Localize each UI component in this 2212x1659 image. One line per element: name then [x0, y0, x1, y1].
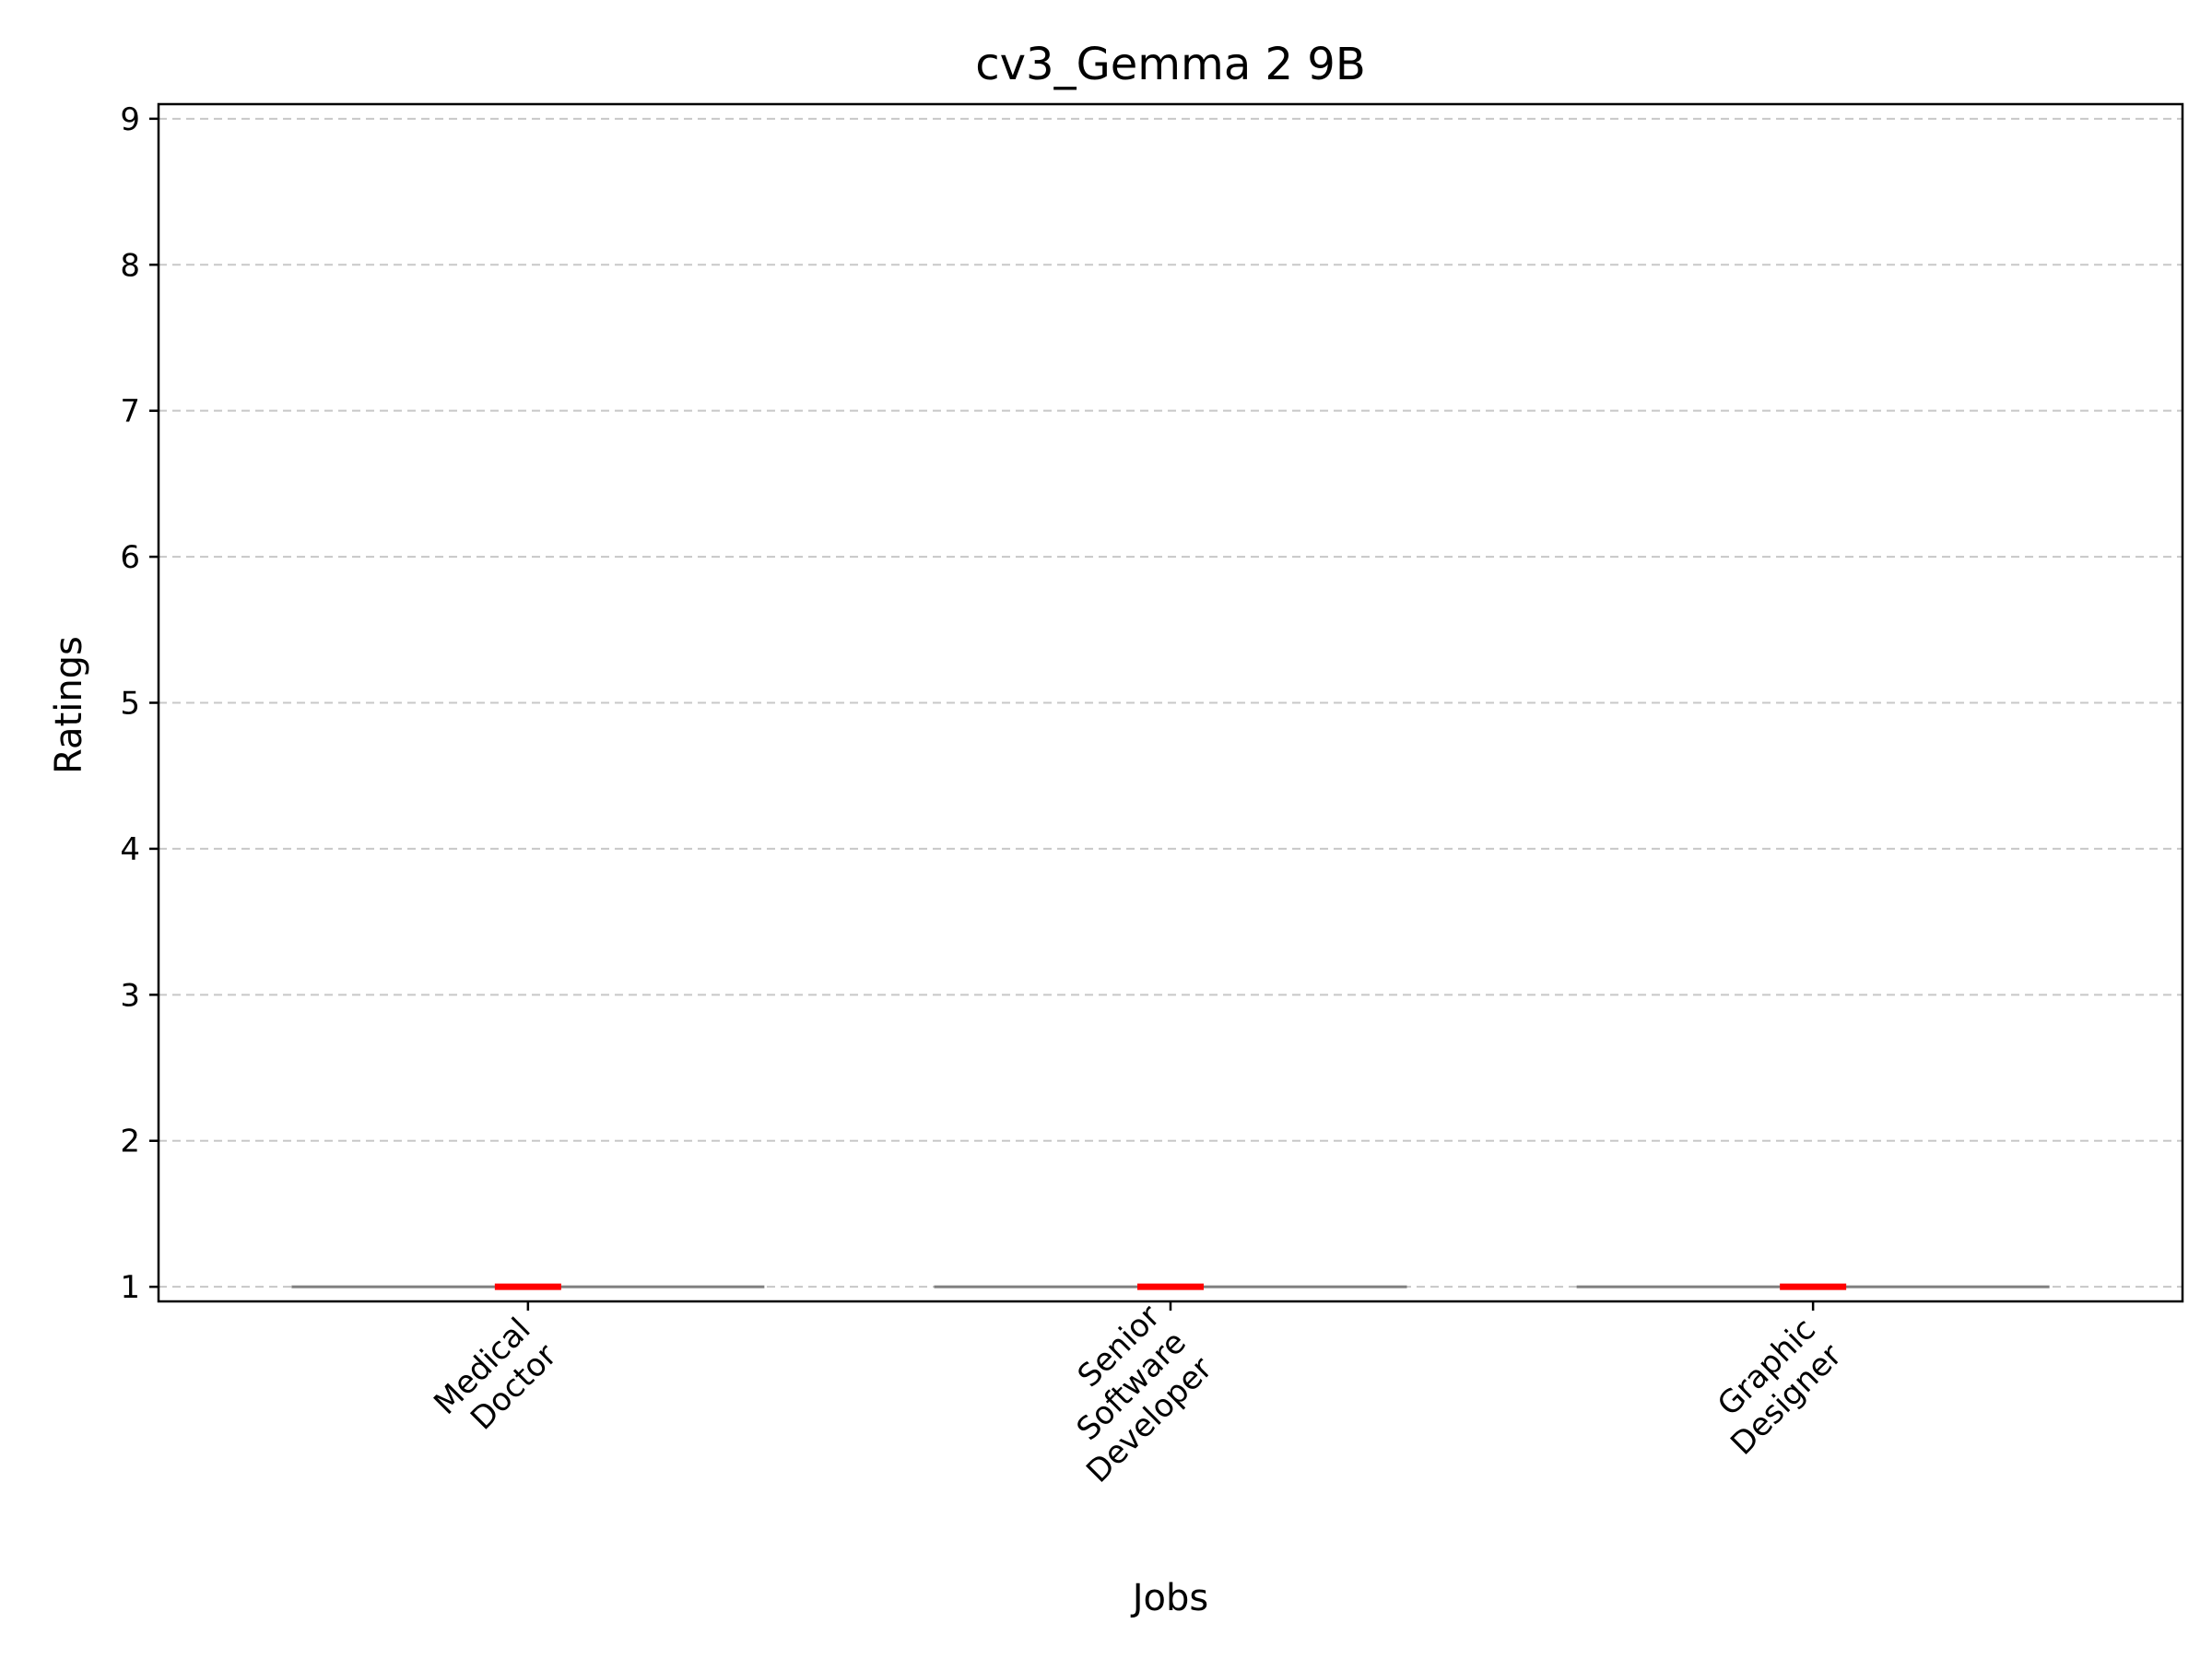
y-tick-label-2: 2 — [120, 1124, 140, 1160]
y-tick-label-3: 3 — [120, 977, 140, 1014]
y-tick-label-7: 7 — [120, 394, 140, 430]
y-tick-label-8: 8 — [120, 247, 140, 284]
y-axis-ticks: 1 2 3 4 5 6 7 8 9 — [120, 101, 159, 1306]
chart-title: cv3_Gemma 2 9B — [975, 39, 1366, 90]
y-tick-label-6: 6 — [120, 539, 140, 576]
y-tick-label-1: 1 — [120, 1269, 140, 1306]
y-axis-label: Ratings — [48, 636, 90, 774]
y-tick-label-9: 9 — [120, 101, 140, 138]
y-tick-label-4: 4 — [120, 831, 140, 868]
y-tick-label-5: 5 — [120, 686, 140, 723]
x-axis-label: Jobs — [1130, 1577, 1209, 1619]
